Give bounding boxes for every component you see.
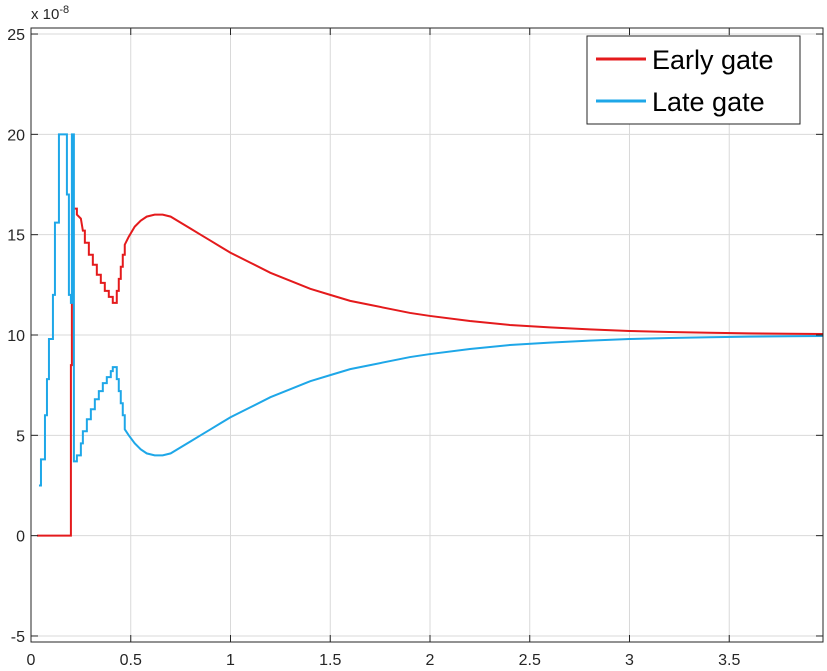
x-tick-label: 3 [625,652,634,669]
y-exponent-base: x 10 [31,6,59,23]
series-line-late-gate [38,133,824,487]
x-tick-label: 1.5 [319,652,341,669]
legend-box [586,35,801,125]
y-tick-label: 5 [16,428,25,445]
y-tick-label: -5 [11,629,25,646]
x-tick-label: 0.5 [120,652,142,669]
series-layer [36,133,824,537]
y-tick-label: 15 [7,228,25,245]
x-tick-label: 2 [426,652,435,669]
x-tick-label: 3.5 [718,652,740,669]
y-tick-label: 25 [7,27,25,44]
legend: Early gate Late gate [586,35,801,125]
series-line-early-gate [36,207,824,537]
x-tick-label: 2.5 [519,652,541,669]
axis-ticks [30,28,823,642]
legend-label-late-gate: Late gate [652,87,765,117]
x-tick-label: 0 [27,652,36,669]
legend-label-early-gate: Early gate [652,45,774,75]
y-tick-label: 20 [7,127,25,144]
x-tick-label: 1 [226,652,235,669]
grid-lines [30,28,823,642]
y-exponent-label: x 10-8 [31,4,69,23]
y-tick-label: 10 [7,328,25,345]
y-tick-label: 0 [16,529,25,546]
y-exponent-power: -8 [59,4,69,16]
